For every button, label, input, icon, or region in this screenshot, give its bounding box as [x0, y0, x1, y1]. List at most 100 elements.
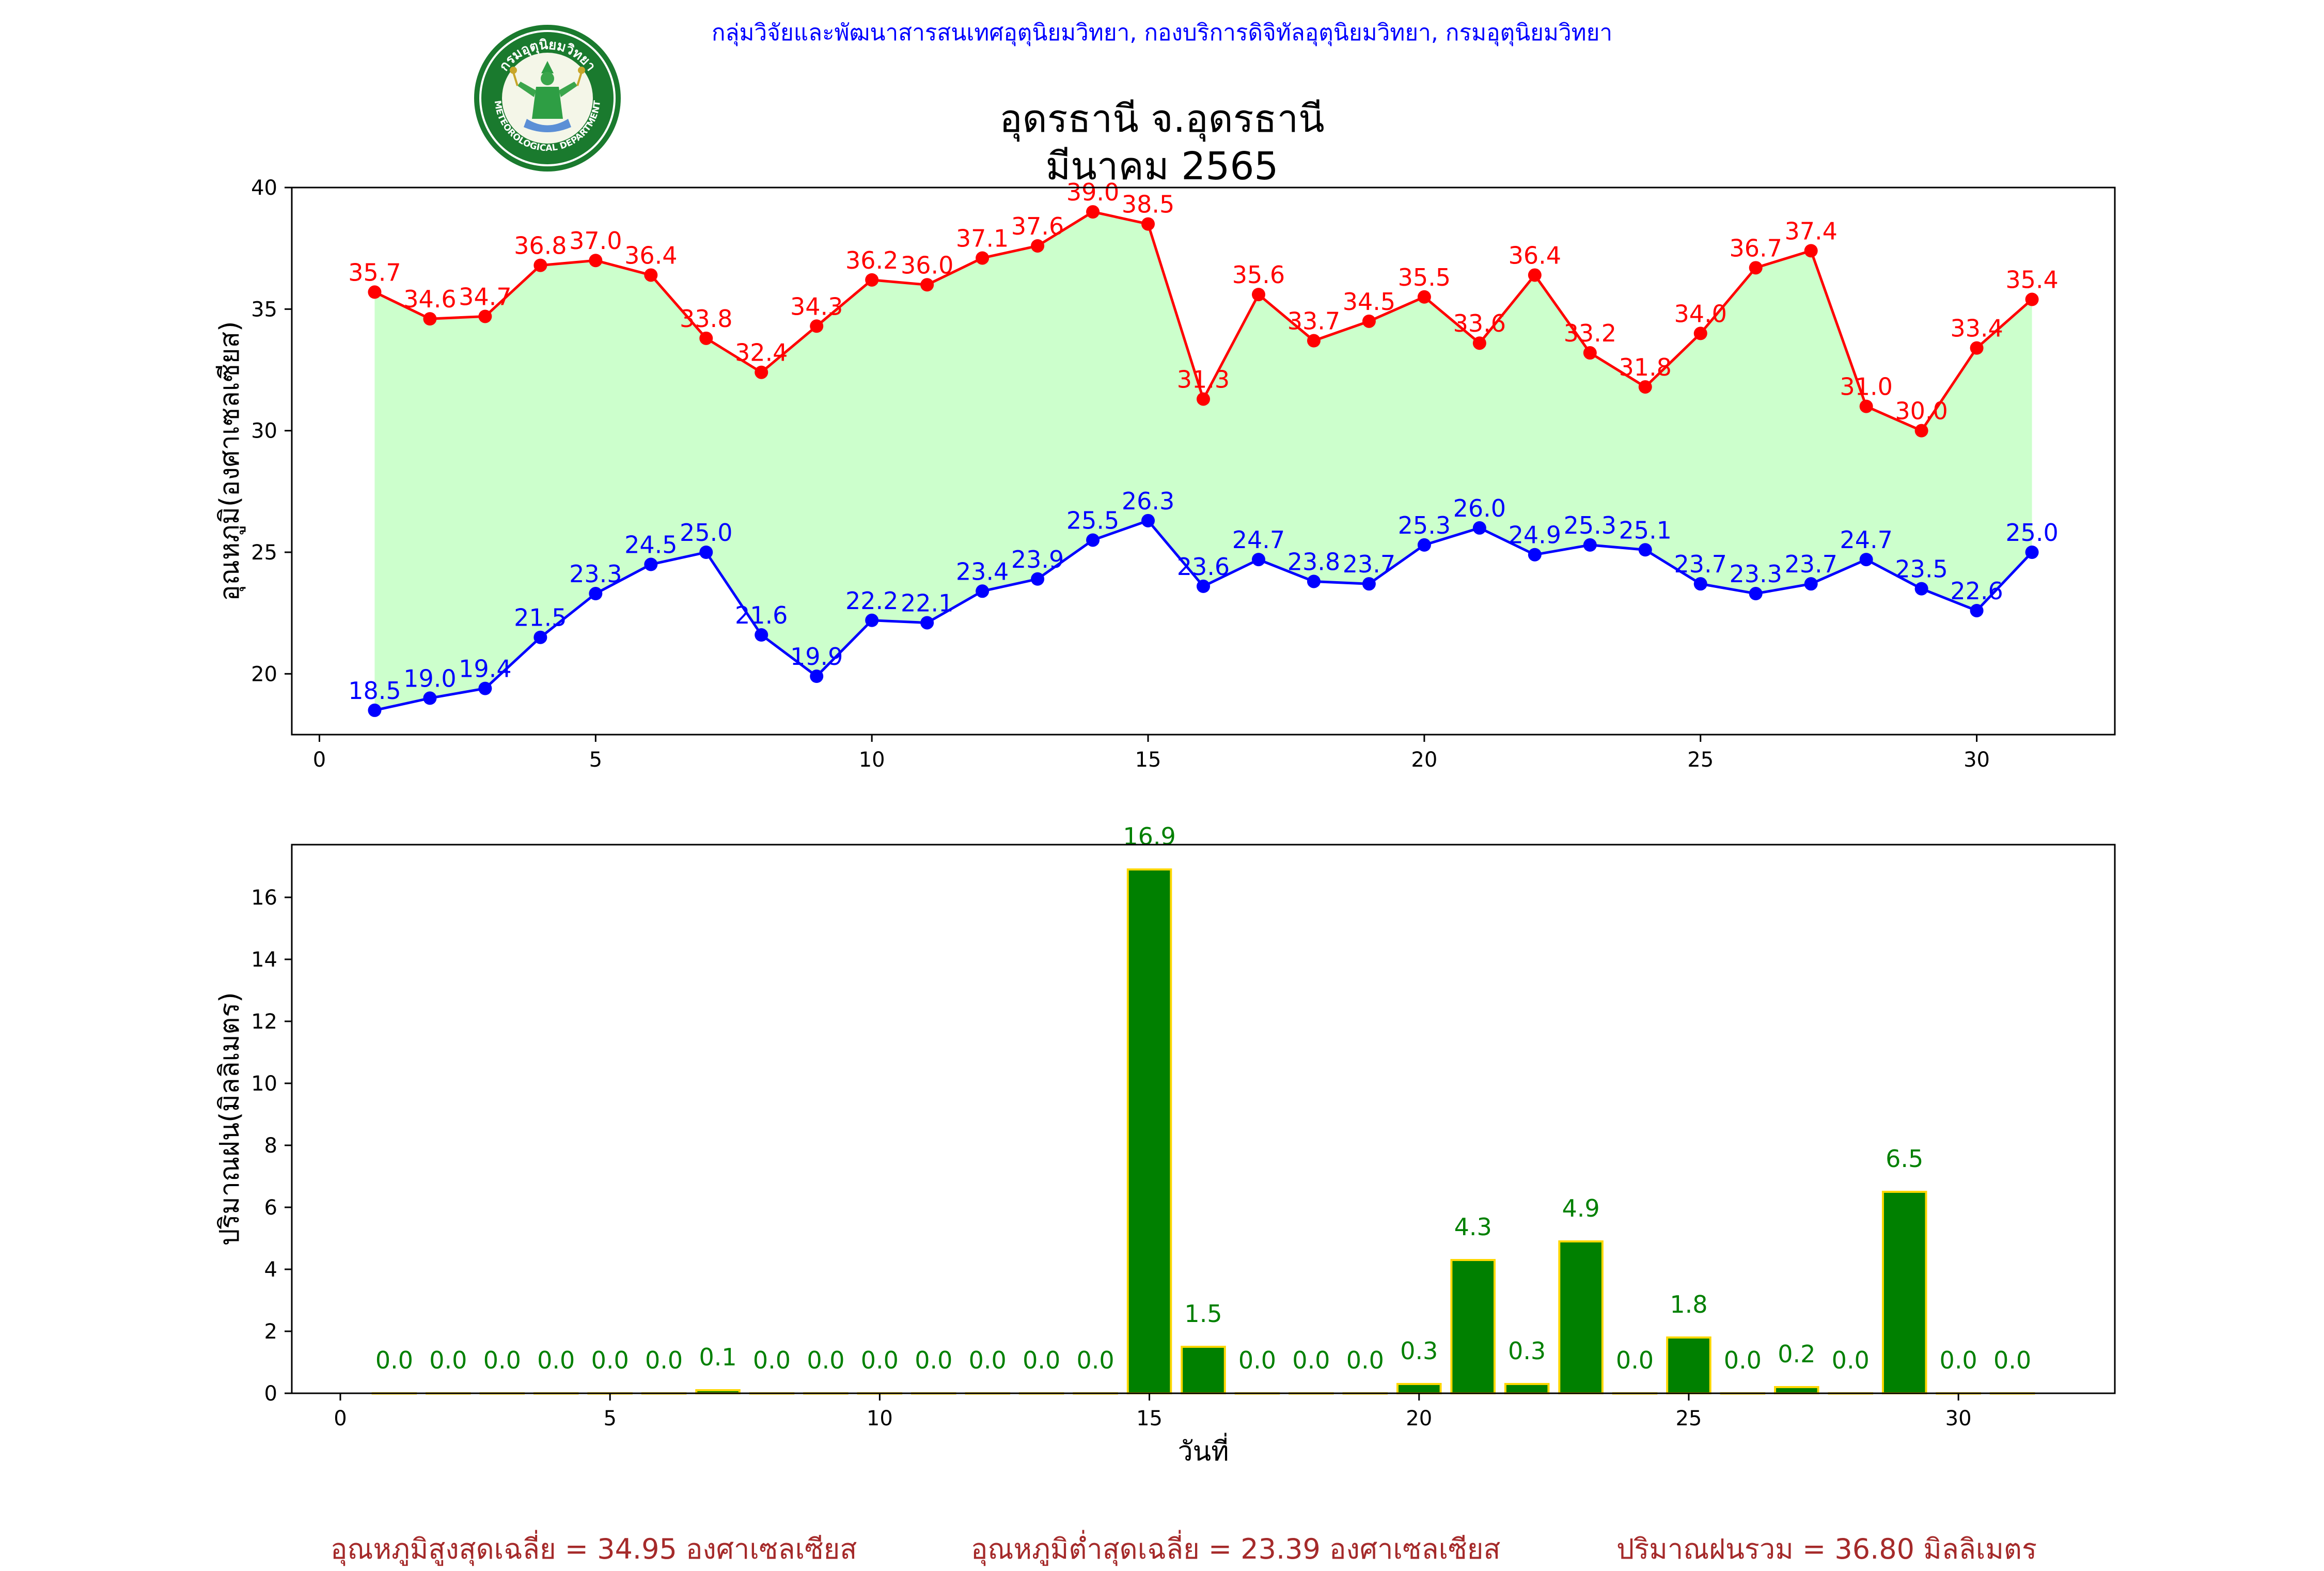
min-temp-point	[533, 630, 547, 644]
rain-y-tick-label: 2	[264, 1320, 277, 1344]
rain-bar-label: 0.0	[1346, 1346, 1384, 1374]
max-temp-label: 33.7	[1287, 307, 1340, 335]
min-temp-label: 25.0	[2005, 519, 2058, 547]
max-temp-label: 35.5	[1398, 263, 1451, 291]
max-temp-point	[589, 254, 603, 268]
rain-y-tick-label: 0	[264, 1382, 277, 1406]
rain-bar-label: 0.1	[699, 1343, 736, 1371]
rain-plot-frame	[291, 844, 2116, 1394]
max-temp-point	[1031, 239, 1045, 253]
deity-figure-icon	[510, 61, 585, 132]
temperature-range-fill	[374, 212, 2032, 710]
min-temp-label: 23.3	[1729, 560, 1782, 588]
min-temp-point	[1362, 577, 1376, 591]
min-temp-point	[1914, 582, 1928, 596]
max-temp-label: 36.2	[845, 246, 898, 274]
rain-y-tick-label: 14	[251, 948, 277, 972]
min-temp-point	[920, 616, 934, 630]
rain-x-tick-label: 20	[1406, 1407, 1432, 1430]
min-temp-label: 24.7	[1840, 526, 1892, 554]
min-temp-label: 24.7	[1232, 526, 1285, 554]
min-temp-point	[1528, 548, 1542, 562]
rain-bar-label: 0.0	[429, 1346, 467, 1374]
rain-bar	[1666, 1336, 1711, 1394]
temperature-x-tick-label: 15	[1135, 748, 1161, 772]
max-temp-label: 36.4	[1509, 241, 1561, 269]
max-temp-label: 30.0	[1895, 397, 1948, 425]
max-temp-point	[1362, 314, 1376, 328]
min-temp-label: 23.7	[1674, 550, 1727, 578]
min-temp-point	[644, 557, 658, 571]
rain-y-tick-label: 8	[264, 1134, 277, 1158]
rain-bar-label: 0.0	[645, 1346, 683, 1374]
rain-bar	[1126, 868, 1172, 1394]
min-temp-label: 19.9	[790, 643, 843, 671]
min-temp-label: 25.1	[1619, 516, 1672, 544]
max-temp-point	[1417, 290, 1431, 304]
max-temp-point	[368, 285, 382, 299]
rain-bar-label: 0.0	[1023, 1346, 1060, 1374]
max-temp-point	[2025, 292, 2039, 306]
max-temp-point	[1970, 341, 1984, 355]
max-temp-label: 38.5	[1122, 191, 1174, 219]
rain-bar-label: 6.5	[1886, 1145, 1923, 1173]
temperature-y-axis-label: อุณหภูมิ(องศาเซลเซียส)	[214, 321, 246, 601]
min-temp-point	[368, 703, 382, 717]
temperature-x-tick-label: 10	[859, 748, 885, 772]
rain-x-tick-label: 25	[1675, 1407, 1702, 1430]
chart-title-station: อุดรธานี จ.อุดรธานี	[999, 97, 1325, 141]
min-temp-point	[755, 628, 768, 642]
min-temp-label: 18.5	[348, 677, 401, 705]
rain-bar-label: 0.0	[753, 1346, 791, 1374]
max-temp-label: 35.7	[348, 258, 401, 286]
min-temp-label: 24.5	[624, 531, 677, 559]
rain-x-axis-label: วันที่	[1177, 1433, 1229, 1467]
rain-bar-label: 0.0	[1238, 1346, 1276, 1374]
rain-bar-label: 0.0	[537, 1346, 575, 1374]
max-temp-point	[976, 251, 990, 265]
max-temp-point	[1804, 244, 1818, 258]
max-temp-point	[1197, 392, 1210, 406]
min-temp-label: 25.5	[1066, 506, 1119, 534]
min-temp-point	[1804, 577, 1818, 591]
max-temp-label: 34.7	[459, 283, 511, 310]
min-temp-point	[1086, 533, 1100, 547]
max-temp-label: 36.4	[624, 241, 677, 269]
max-temp-label: 37.6	[1011, 212, 1064, 240]
max-temp-point	[1307, 334, 1321, 348]
min-temp-point	[810, 670, 824, 683]
max-temp-point	[533, 258, 547, 272]
max-temp-point	[1141, 217, 1155, 231]
footer-avg-min-temp: อุณหภูมิต่ำสุดเฉลี่ย = 23.39 องศาเซลเซีย…	[971, 1533, 1501, 1565]
rain-y-tick-label: 16	[251, 886, 277, 910]
rain-y-tick-label: 12	[251, 1010, 277, 1034]
min-temp-label: 23.7	[1784, 550, 1837, 578]
max-temp-label: 36.0	[901, 251, 953, 279]
min-temp-label: 25.3	[1398, 511, 1451, 539]
min-temp-label: 23.8	[1287, 548, 1340, 575]
min-temp-point	[699, 546, 713, 559]
temperature-y-tick-label: 35	[251, 298, 277, 321]
temperature-x-tick-label: 0	[313, 748, 326, 772]
temperature-x-tick-label: 30	[1964, 748, 1990, 772]
min-temp-label: 21.5	[514, 604, 567, 632]
rain-x-tick-label: 10	[867, 1407, 893, 1430]
min-temp-point	[865, 613, 879, 627]
max-temp-point	[865, 273, 879, 287]
max-temp-label: 31.0	[1840, 373, 1892, 401]
min-temp-point	[1583, 538, 1597, 552]
footer-total-rain: ปริมาณฝนรวม = 36.80 มิลลิเมตร	[1616, 1533, 2037, 1565]
meteorological-department-logo: กรมอุตุนิยมวิทยา METEOROLOGICAL DEPARTME…	[474, 25, 621, 172]
max-temp-label: 37.0	[569, 227, 622, 255]
rain-bar-label: 1.5	[1184, 1300, 1222, 1328]
max-temp-point	[1251, 288, 1265, 302]
max-temp-point	[1583, 346, 1597, 360]
max-temp-label: 34.0	[1674, 300, 1727, 328]
rain-bar	[1181, 1346, 1226, 1394]
rain-bar-label: 1.8	[1670, 1290, 1707, 1318]
rain-y-tick-label: 10	[251, 1072, 277, 1096]
min-temp-label: 19.0	[403, 664, 456, 692]
rain-x-tick-label: 30	[1945, 1407, 1972, 1430]
max-temp-label: 33.8	[680, 305, 732, 333]
